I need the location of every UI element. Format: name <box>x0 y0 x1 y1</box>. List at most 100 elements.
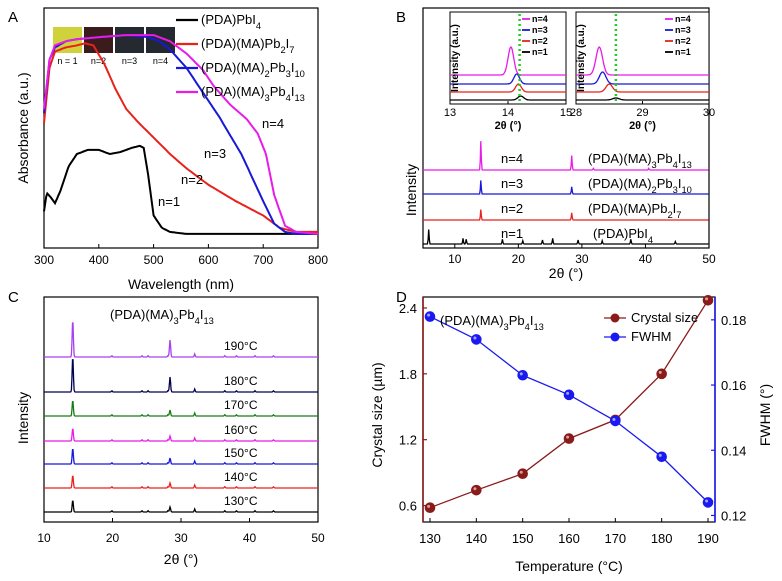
data-point-highlight <box>427 313 431 317</box>
x-tick-label: 180 <box>651 531 673 546</box>
curve-label: n=1 <box>501 226 523 241</box>
xrd-curve <box>423 141 709 171</box>
data-point <box>424 311 436 322</box>
xrd-temperature-curve <box>44 500 318 513</box>
legend-label: Crystal size <box>631 310 698 325</box>
panel-label-c: C <box>8 289 19 306</box>
inset-curve <box>576 71 709 85</box>
panel-a-legend: (PDA)PbI4 (PDA)(MA)Pb2I7 (PDA)(MA)2Pb3I10 (… <box>176 12 305 103</box>
data-point-highlight <box>519 470 523 474</box>
inset-1: n=4n=3n=2n=1 13 14 15 2θ (°) Intensity (a.u.) <box>444 11 572 132</box>
x-tick-label: 130 <box>419 531 441 546</box>
panel-b-x-ticks: 10 20 30 40 50 <box>448 244 716 266</box>
panel-d-title-text: (PDA)(MA)3Pb4I13 <box>440 313 544 332</box>
data-point-highlight <box>658 453 662 457</box>
panel-a-curve-tags: n=1n=2n=3 n=4 <box>158 116 284 209</box>
x-tick-label: 50 <box>702 252 716 266</box>
inset-curve <box>576 83 709 93</box>
data-point <box>471 484 482 496</box>
sample-photo-label: n=3 <box>122 56 137 66</box>
y-tick-label-right: 0.18 <box>721 313 746 328</box>
panel-label-a: A <box>8 9 18 26</box>
panel-b-curves <box>423 141 709 245</box>
panel-b-ylabel: Intensity <box>403 164 419 216</box>
data-point <box>471 334 482 345</box>
data-point-highlight <box>473 336 477 340</box>
xrd-temperature-curve <box>44 401 318 417</box>
inset-x-tick-label: 30 <box>703 107 715 119</box>
inset-x-tick-label: 28 <box>570 107 582 119</box>
data-point <box>517 468 528 480</box>
panel-a-photos: n = 1 n=2 n=3 n=4 <box>53 27 175 66</box>
x-tick-label: 50 <box>311 531 325 545</box>
sample-photo-label: n=2 <box>91 56 106 66</box>
temperature-label: 160°C <box>224 423 258 437</box>
legend-label: FWHM <box>631 329 671 344</box>
curve-tag: n=2 <box>181 172 203 187</box>
absorbance-line <box>43 144 318 235</box>
inset-curve <box>450 95 566 101</box>
panel-c-ylabel: Intensity <box>15 392 31 444</box>
legend-swatch-marker <box>610 332 620 342</box>
inset-curve <box>576 97 709 101</box>
inset-x-tick-label: 29 <box>636 107 648 119</box>
data-point-highlight <box>566 435 570 439</box>
data-point-highlight <box>566 391 570 395</box>
inset-legend-label: n=4 <box>675 14 691 24</box>
panel-a: n = 1 n=2 n=3 n=4 (PDA)PbI4(PDA)(MA)Pb2I7(P… <box>15 7 328 292</box>
x-tick-label: 600 <box>198 253 218 267</box>
data-point <box>656 451 667 463</box>
x-tick-label: 40 <box>243 531 257 545</box>
curve-label: n=3 <box>501 176 523 191</box>
inset-legend-label: n=4 <box>532 14 548 24</box>
panel-c: 130°C 140°C 150°C 160°C 170°C 180°C 190°C 10 20… <box>15 296 325 567</box>
x-tick-label: 40 <box>639 252 653 266</box>
compound-label: (PDA)(MA)Pb2I7 <box>588 201 681 220</box>
data-point <box>610 415 621 427</box>
data-point <box>424 502 436 514</box>
y-tick-label-left: 1.2 <box>399 433 417 448</box>
temperature-label: 140°C <box>224 470 258 484</box>
compound-label: (PDA)(MA)3Pb4I13 <box>588 151 692 170</box>
compound-label: (PDA)(MA)2Pb3I10 <box>588 176 692 195</box>
x-tick-label: 10 <box>448 252 462 266</box>
inset-curve <box>450 73 566 85</box>
panel-a-frame <box>43 7 319 249</box>
data-point-highlight <box>705 499 709 503</box>
series-line <box>429 316 709 503</box>
x-tick-label: 30 <box>174 531 188 545</box>
panel-a-x-ticks: 300 400 500 600 700 800 <box>34 244 328 267</box>
x-tick-label: 160 <box>558 531 580 546</box>
data-point <box>702 294 714 306</box>
y-tick-label-left: 0.6 <box>399 499 417 514</box>
inset-x-tick-label: 15 <box>560 107 572 119</box>
panel-a-ylabel: Absorbance (a.u.) <box>15 72 31 183</box>
panel-a-xlabel: Wavelength (nm) <box>128 276 234 292</box>
x-tick-label: 700 <box>253 253 273 267</box>
panel-c-curves: 130°C 140°C 150°C 160°C 170°C 180°C 190°C <box>44 322 318 513</box>
panel-d-ylabel-right: FWHM (°) <box>757 384 773 446</box>
data-point-highlight <box>658 370 662 374</box>
panel-b: n=1 (PDA)PbI4 n=2 (PDA)(MA)Pb2I7 n=3 (PDA)(MA… <box>403 7 716 281</box>
inset-curve <box>450 46 566 76</box>
y-tick-label-left: 2.4 <box>399 301 417 316</box>
inset-x-tick-label: 14 <box>502 107 514 119</box>
legend-label: (PDA)(MA)Pb2I7 <box>201 36 294 55</box>
panel-label-b: B <box>396 9 406 26</box>
inset-legend-label: n=1 <box>675 47 691 57</box>
panel-b-frame <box>422 7 710 249</box>
panel-d-legend: Crystal size FWHM <box>604 310 698 344</box>
data-point <box>702 497 714 508</box>
panel-d-ticks: 130 140 150 160 170 180 190 0.6 1.2 1.8 2.4 0.12 0.1… <box>399 301 746 546</box>
curve-tag: n=4 <box>262 116 284 131</box>
inset-curve <box>576 46 709 76</box>
inset-xlabel: 2θ (°) <box>629 120 656 132</box>
inset-legend-label: n=2 <box>532 36 548 46</box>
temperature-label: 190°C <box>224 339 258 353</box>
y-tick-label-right: 0.12 <box>721 508 746 523</box>
legend-label: (PDA)(MA)2Pb3I10 <box>201 60 305 79</box>
inset-2: n=4n=3n=2n=1 28 29 30 2θ (°) Intensity (a.u.) <box>570 11 715 132</box>
data-point <box>563 433 575 444</box>
